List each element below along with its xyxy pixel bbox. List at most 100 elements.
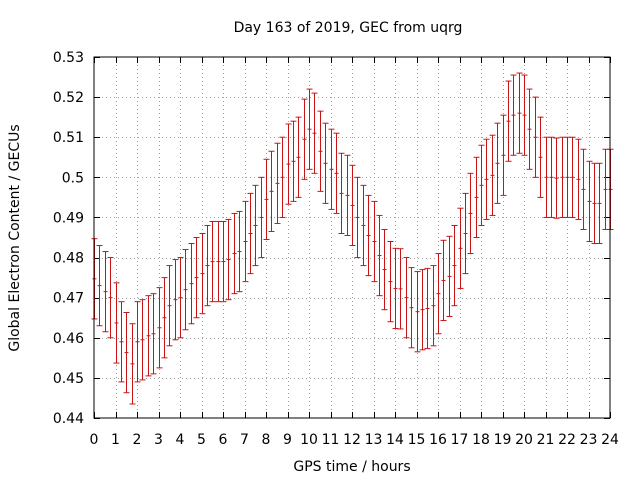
data-point [118, 301, 125, 383]
x-tick-label: 16 [429, 432, 447, 448]
data-point [505, 80, 512, 162]
x-tick-label: 8 [262, 432, 271, 448]
data-point [591, 162, 598, 245]
data-point [129, 323, 136, 405]
data-point [102, 251, 109, 333]
data-point [564, 136, 571, 218]
data-point [268, 150, 275, 232]
data-point [182, 249, 189, 331]
data-point [199, 232, 206, 315]
y-tick-label: 0.5 [62, 170, 84, 186]
x-tick-label: 14 [386, 432, 404, 448]
data-point [521, 74, 528, 156]
data-point [462, 192, 469, 275]
error-bar-series [91, 72, 614, 405]
y-tick-label: 0.47 [53, 291, 84, 307]
data-point [371, 200, 378, 283]
data-point [156, 287, 163, 369]
x-tick-label: 20 [515, 432, 533, 448]
data-point [150, 293, 157, 375]
data-point [220, 220, 227, 303]
data-point [113, 282, 120, 364]
data-point [478, 144, 485, 226]
x-tick-label: 5 [197, 432, 206, 448]
x-tick-label: 21 [537, 432, 555, 448]
data-point [188, 243, 195, 325]
x-tick-label: 19 [494, 432, 512, 448]
x-tick-label: 22 [558, 432, 576, 448]
x-tick-label: 10 [300, 432, 318, 448]
x-tick-label: 9 [283, 432, 292, 448]
data-point [553, 137, 560, 219]
y-axis-ticks: 0.44 0.45 0.46 0.47 0.48 0.49 0.5 0.51 0.52 0.53 [53, 50, 610, 427]
plot-frame [93, 56, 611, 419]
data-point [317, 110, 324, 192]
data-point [161, 277, 168, 359]
y-tick-label: 0.46 [53, 331, 84, 347]
data-point [274, 142, 281, 224]
x-tick-label: 12 [343, 432, 361, 448]
data-point [263, 158, 270, 241]
data-point [602, 148, 609, 230]
data-point [500, 114, 507, 196]
data-point [526, 88, 533, 170]
data-point [322, 122, 329, 204]
y-tick-label: 0.45 [53, 371, 84, 387]
data-point [349, 164, 356, 247]
data-point [440, 239, 447, 322]
data-point [209, 220, 216, 303]
data-point [328, 128, 335, 210]
data-point [295, 116, 302, 198]
data-point [408, 267, 415, 349]
data-point [457, 207, 464, 289]
data-point [483, 138, 490, 220]
data-point [365, 194, 372, 277]
y-tick-label: 0.48 [53, 251, 84, 267]
chart-title: Day 163 of 2019, GEC from uqrg [234, 20, 463, 36]
data-point [215, 220, 222, 303]
x-tick-label: 13 [365, 432, 383, 448]
y-tick-label: 0.53 [53, 50, 84, 66]
x-tick-label: 4 [176, 432, 185, 448]
x-tick-label: 24 [601, 432, 619, 448]
data-point [494, 122, 501, 204]
data-point [376, 214, 383, 297]
data-point [580, 148, 587, 230]
data-point [290, 120, 297, 202]
data-point [559, 136, 566, 218]
data-point [96, 245, 103, 327]
data-point [575, 138, 582, 220]
data-point [397, 248, 404, 330]
data-point [360, 184, 367, 267]
y-tick-label: 0.49 [53, 210, 84, 226]
data-point [172, 259, 179, 341]
data-point [446, 235, 453, 318]
data-point [435, 253, 442, 335]
x-tick-label: 6 [219, 432, 228, 448]
data-point [532, 96, 539, 178]
data-point [381, 228, 388, 311]
data-point [107, 257, 114, 339]
data-point [139, 299, 146, 381]
data-point [166, 265, 173, 347]
data-point [236, 210, 243, 293]
data-point [586, 160, 593, 243]
data-point [414, 271, 421, 353]
data-point [252, 184, 259, 267]
data-point [123, 312, 130, 394]
data-point [537, 116, 544, 198]
data-point [231, 212, 238, 295]
data-point [424, 267, 431, 350]
data-point [467, 172, 474, 255]
data-point [306, 88, 313, 170]
data-point [134, 301, 141, 383]
x-tick-label: 15 [408, 432, 426, 448]
x-tick-label: 23 [580, 432, 598, 448]
x-tick-label: 0 [90, 432, 99, 448]
data-point [242, 200, 249, 283]
data-point [430, 265, 437, 347]
data-point [387, 241, 394, 323]
data-point [354, 176, 361, 259]
x-tick-label: 7 [240, 432, 249, 448]
data-point [419, 269, 426, 351]
